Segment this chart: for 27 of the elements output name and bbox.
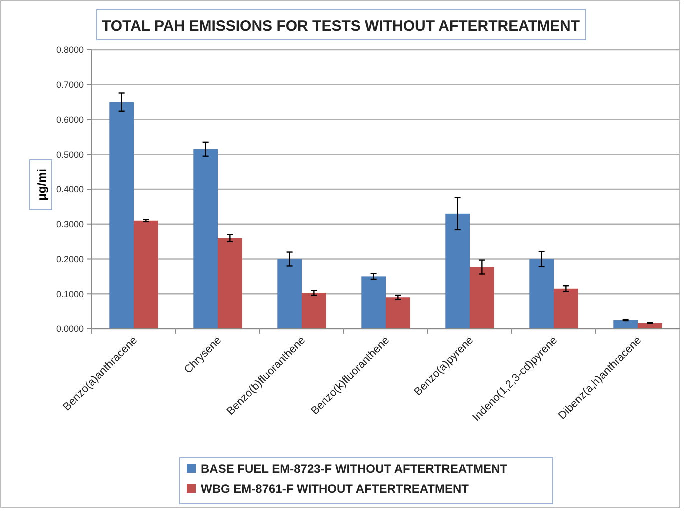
chart-title: TOTAL PAH EMISSIONS FOR TESTS WITHOUT AFTERTREATMENT: [102, 18, 580, 35]
y-tick-label: 0.8000: [56, 45, 84, 56]
bar: [446, 214, 470, 329]
bar: [302, 293, 326, 329]
bar: [278, 259, 302, 329]
bar: [362, 276, 386, 329]
y-tick-label: 0.4000: [56, 184, 84, 195]
bar: [218, 238, 242, 329]
y-axis-title: μg/mi: [35, 168, 49, 202]
bar: [530, 259, 554, 329]
bar: [134, 220, 158, 329]
bar: [638, 323, 662, 329]
bar: [386, 298, 410, 329]
y-tick-label: 0.7000: [56, 80, 84, 90]
bar: [194, 149, 218, 329]
bar: [554, 288, 578, 329]
y-tick-label: 0.2000: [56, 254, 84, 264]
bar: [110, 102, 134, 329]
legend-label: BASE FUEL EM-8723-F WITHOUT AFTERTREATMENT: [201, 462, 508, 476]
y-tick-label: 0.6000: [56, 114, 84, 125]
y-tick-label: 0.5000: [56, 150, 84, 160]
legend-label: WBG EM-8761-F WITHOUT AFTERTREATMENT: [201, 482, 470, 496]
bar: [614, 320, 638, 329]
y-tick-label: 0.1000: [56, 289, 84, 300]
y-tick-label: 0.0000: [56, 324, 84, 334]
y-tick-label: 0.3000: [56, 220, 84, 230]
bar: [470, 267, 494, 329]
